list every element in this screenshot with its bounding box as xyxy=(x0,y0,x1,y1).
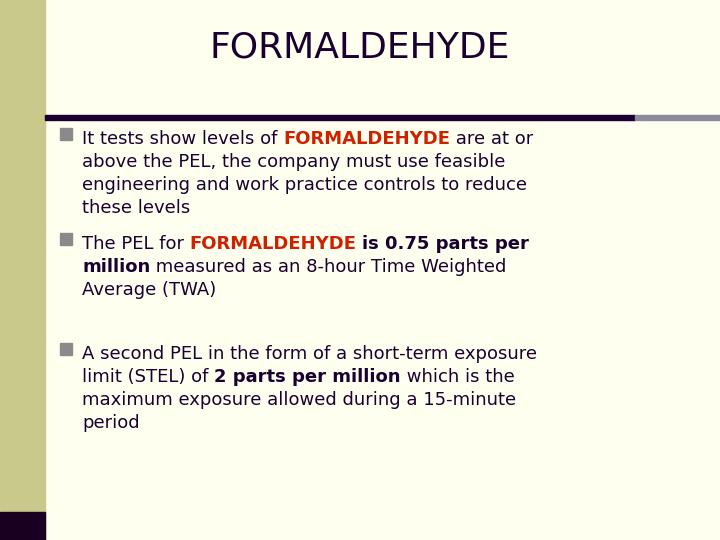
Text: which is the: which is the xyxy=(400,368,514,386)
Text: above the PEL, the company must use feasible: above the PEL, the company must use feas… xyxy=(82,153,505,171)
Text: limit (STEL) of: limit (STEL) of xyxy=(82,368,214,386)
Text: engineering and work practice controls to reduce: engineering and work practice controls t… xyxy=(82,176,527,194)
Text: period: period xyxy=(82,414,140,432)
Text: 2 parts per million: 2 parts per million xyxy=(214,368,400,386)
Bar xyxy=(60,343,72,355)
Text: is 0.75 parts per: is 0.75 parts per xyxy=(362,235,529,253)
Text: Average (TWA): Average (TWA) xyxy=(82,281,216,299)
Text: FORMALDEHYDE: FORMALDEHYDE xyxy=(190,235,356,253)
Bar xyxy=(60,128,72,140)
Text: FORMALDEHYDE: FORMALDEHYDE xyxy=(210,30,510,64)
Bar xyxy=(60,233,72,245)
Text: are at or: are at or xyxy=(450,130,534,148)
Bar xyxy=(635,115,720,120)
Text: million: million xyxy=(82,258,150,276)
Bar xyxy=(45,115,635,120)
Text: It tests show levels of: It tests show levels of xyxy=(82,130,283,148)
Text: these levels: these levels xyxy=(82,199,190,217)
Text: The PEL for: The PEL for xyxy=(82,235,190,253)
Text: measured as an 8-hour Time Weighted: measured as an 8-hour Time Weighted xyxy=(150,258,507,276)
Text: A second PEL in the form of a short-term exposure: A second PEL in the form of a short-term… xyxy=(82,345,537,363)
Text: FORMALDEHYDE: FORMALDEHYDE xyxy=(283,130,450,148)
Bar xyxy=(0,512,45,540)
Bar xyxy=(0,0,45,540)
Text: maximum exposure allowed during a 15-minute: maximum exposure allowed during a 15-min… xyxy=(82,391,516,409)
